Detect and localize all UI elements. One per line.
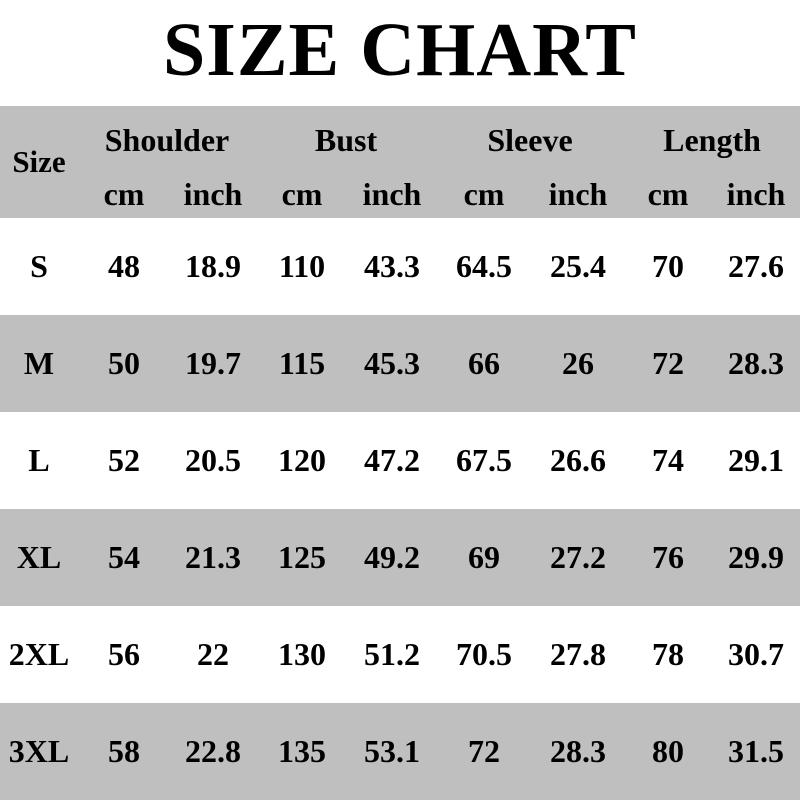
value-cell: 52 <box>108 442 140 478</box>
unit-header-inch: inch <box>362 176 422 212</box>
table-row: 2XL 56 22 130 51.2 70.5 27.8 78 30.7 <box>0 606 800 703</box>
value-cell: 21.3 <box>185 539 241 575</box>
value-cell: 49.2 <box>364 539 420 575</box>
value-cell: 25.4 <box>550 248 606 284</box>
value-cell: 20.5 <box>185 442 241 478</box>
value-cell: 54 <box>108 539 140 575</box>
value-cell: 47.2 <box>364 442 420 478</box>
sleeve-header: Sleeve <box>487 122 573 158</box>
value-cell: 70 <box>652 248 684 284</box>
table-row: XL 54 21.3 125 49.2 69 27.2 76 29.9 <box>0 509 800 606</box>
size-cell: L <box>28 442 50 478</box>
value-cell: 76 <box>652 539 684 575</box>
value-cell: 130 <box>278 636 326 672</box>
value-cell: 67.5 <box>456 442 512 478</box>
value-cell: 70.5 <box>456 636 512 672</box>
value-cell: 64.5 <box>456 248 512 284</box>
unit-header-cm: cm <box>463 176 505 212</box>
bust-header: Bust <box>314 122 378 158</box>
unit-header-cm: cm <box>281 176 323 212</box>
value-cell: 29.1 <box>728 442 784 478</box>
unit-header-cm: cm <box>647 176 689 212</box>
value-cell: 78 <box>652 636 684 672</box>
table-row: L 52 20.5 120 47.2 67.5 26.6 74 29.1 <box>0 412 800 509</box>
value-cell: 45.3 <box>364 345 420 381</box>
size-cell: 2XL <box>8 636 70 672</box>
size-cell: S <box>30 248 48 284</box>
value-cell: 69 <box>468 539 500 575</box>
value-cell: 56 <box>108 636 140 672</box>
value-cell: 22.8 <box>185 733 241 769</box>
value-cell: 26.6 <box>550 442 606 478</box>
value-cell: 72 <box>652 345 684 381</box>
value-cell: 19.7 <box>185 345 241 381</box>
value-cell: 53.1 <box>364 733 420 769</box>
value-cell: 125 <box>278 539 326 575</box>
value-cell: 43.3 <box>364 248 420 284</box>
value-cell: 66 <box>468 345 500 381</box>
value-cell: 31.5 <box>728 733 784 769</box>
value-cell: 120 <box>278 442 326 478</box>
unit-header-cm: cm <box>103 176 145 212</box>
value-cell: 72 <box>468 733 500 769</box>
value-cell: 30.7 <box>728 636 784 672</box>
value-cell: 48 <box>108 248 140 284</box>
size-cell: XL <box>16 539 62 575</box>
shoulder-header: Shoulder <box>104 122 230 158</box>
value-cell: 28.3 <box>550 733 606 769</box>
value-cell: 26 <box>562 345 594 381</box>
length-header: Length <box>663 122 761 158</box>
unit-header-inch: inch <box>183 176 243 212</box>
value-cell: 27.2 <box>550 539 606 575</box>
value-cell: 22 <box>197 636 229 672</box>
value-cell: 110 <box>278 248 326 284</box>
table-row: M 50 19.7 115 45.3 66 26 72 28.3 <box>0 315 800 412</box>
table-row: S 48 18.9 110 43.3 64.5 25.4 70 27.6 <box>0 218 800 315</box>
value-cell: 18.9 <box>185 248 241 284</box>
value-cell: 135 <box>278 733 326 769</box>
table-row: 3XL 58 22.8 135 53.1 72 28.3 80 31.5 <box>0 703 800 800</box>
value-cell: 115 <box>278 345 326 381</box>
value-cell: 28.3 <box>728 345 784 381</box>
table-header: Size Shoulder Bust Sleeve Length cm inch c… <box>0 106 800 218</box>
page-title: SIZE CHART <box>162 8 637 92</box>
size-column-header: Size <box>12 144 66 179</box>
size-cell: M <box>23 345 55 381</box>
value-cell: 27.8 <box>550 636 606 672</box>
value-cell: 27.6 <box>728 248 784 284</box>
value-cell: 29.9 <box>728 539 784 575</box>
value-cell: 74 <box>652 442 684 478</box>
unit-header-inch: inch <box>548 176 608 212</box>
value-cell: 80 <box>652 733 684 769</box>
value-cell: 51.2 <box>364 636 420 672</box>
size-cell: 3XL <box>8 733 70 769</box>
unit-header-inch: inch <box>726 176 786 212</box>
value-cell: 58 <box>108 733 140 769</box>
value-cell: 50 <box>108 345 140 381</box>
